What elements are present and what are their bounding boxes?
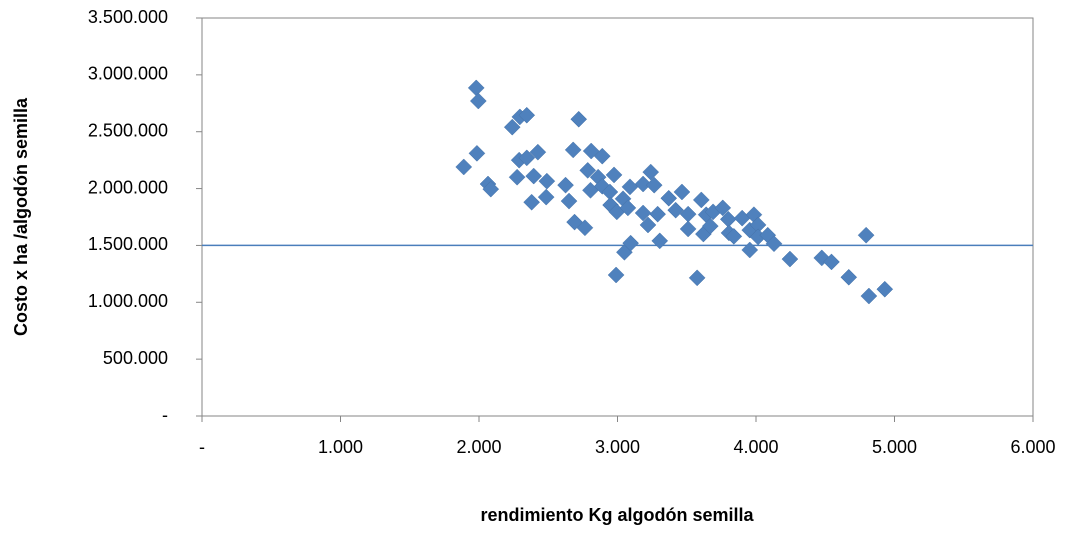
point	[714, 199, 732, 217]
point	[642, 163, 660, 181]
point	[857, 226, 875, 244]
y-tick-label: 1.000.000	[88, 291, 168, 311]
y-tick-label: -	[162, 405, 168, 425]
point	[469, 92, 487, 110]
x-tick-label: 5.000	[872, 437, 917, 457]
x-tick-label: 6.000	[1010, 437, 1055, 457]
point	[564, 141, 582, 159]
y-axis-title: Costo x ha /algodón semilla	[11, 97, 31, 336]
y-tick-label: 2.000.000	[88, 177, 168, 197]
point	[692, 191, 710, 209]
point	[679, 220, 697, 238]
y-tick-label: 3.500.000	[88, 7, 168, 27]
x-tick-label: 4.000	[733, 437, 778, 457]
point	[823, 253, 840, 271]
point	[576, 219, 594, 237]
point	[765, 235, 783, 253]
x-axis-title: rendimiento Kg algodón semilla	[480, 505, 754, 525]
point	[518, 149, 536, 167]
point	[634, 175, 652, 193]
point	[508, 168, 526, 186]
point	[634, 204, 652, 222]
point	[605, 166, 623, 184]
point	[651, 232, 669, 250]
point	[733, 209, 751, 227]
point	[468, 144, 486, 162]
point	[593, 147, 611, 165]
point	[455, 158, 473, 176]
point	[503, 118, 521, 136]
y-tick-label: 2.500.000	[88, 120, 168, 140]
point	[688, 269, 706, 287]
y-tick-label: 500.000	[103, 348, 168, 368]
point	[840, 268, 858, 286]
x-tick-label: 1.000	[318, 437, 363, 457]
point	[639, 216, 657, 234]
point	[523, 193, 540, 211]
point	[467, 79, 485, 97]
x-tick-label: 2.000	[456, 437, 501, 457]
point	[645, 176, 663, 194]
point	[876, 280, 894, 298]
point	[537, 188, 555, 206]
point	[660, 189, 678, 207]
point	[538, 172, 556, 190]
x-tick-label: 3.000	[595, 437, 640, 457]
point	[518, 106, 536, 124]
point	[570, 110, 588, 128]
point	[482, 180, 500, 198]
point	[579, 162, 597, 179]
point	[701, 217, 719, 235]
point	[525, 167, 543, 185]
point	[781, 250, 799, 268]
y-tick-label: 3.000.000	[88, 64, 168, 84]
point	[529, 143, 547, 161]
x-tick-label: -	[199, 437, 205, 457]
point	[619, 199, 637, 217]
point	[667, 201, 685, 219]
point	[860, 287, 878, 305]
y-tick-label: 1.500.000	[88, 234, 168, 254]
point	[607, 266, 625, 284]
point	[557, 176, 574, 194]
point	[741, 241, 759, 259]
point	[649, 205, 667, 223]
point	[622, 234, 640, 252]
point	[560, 192, 578, 210]
point	[673, 183, 691, 201]
point	[679, 205, 697, 223]
point	[725, 227, 743, 245]
